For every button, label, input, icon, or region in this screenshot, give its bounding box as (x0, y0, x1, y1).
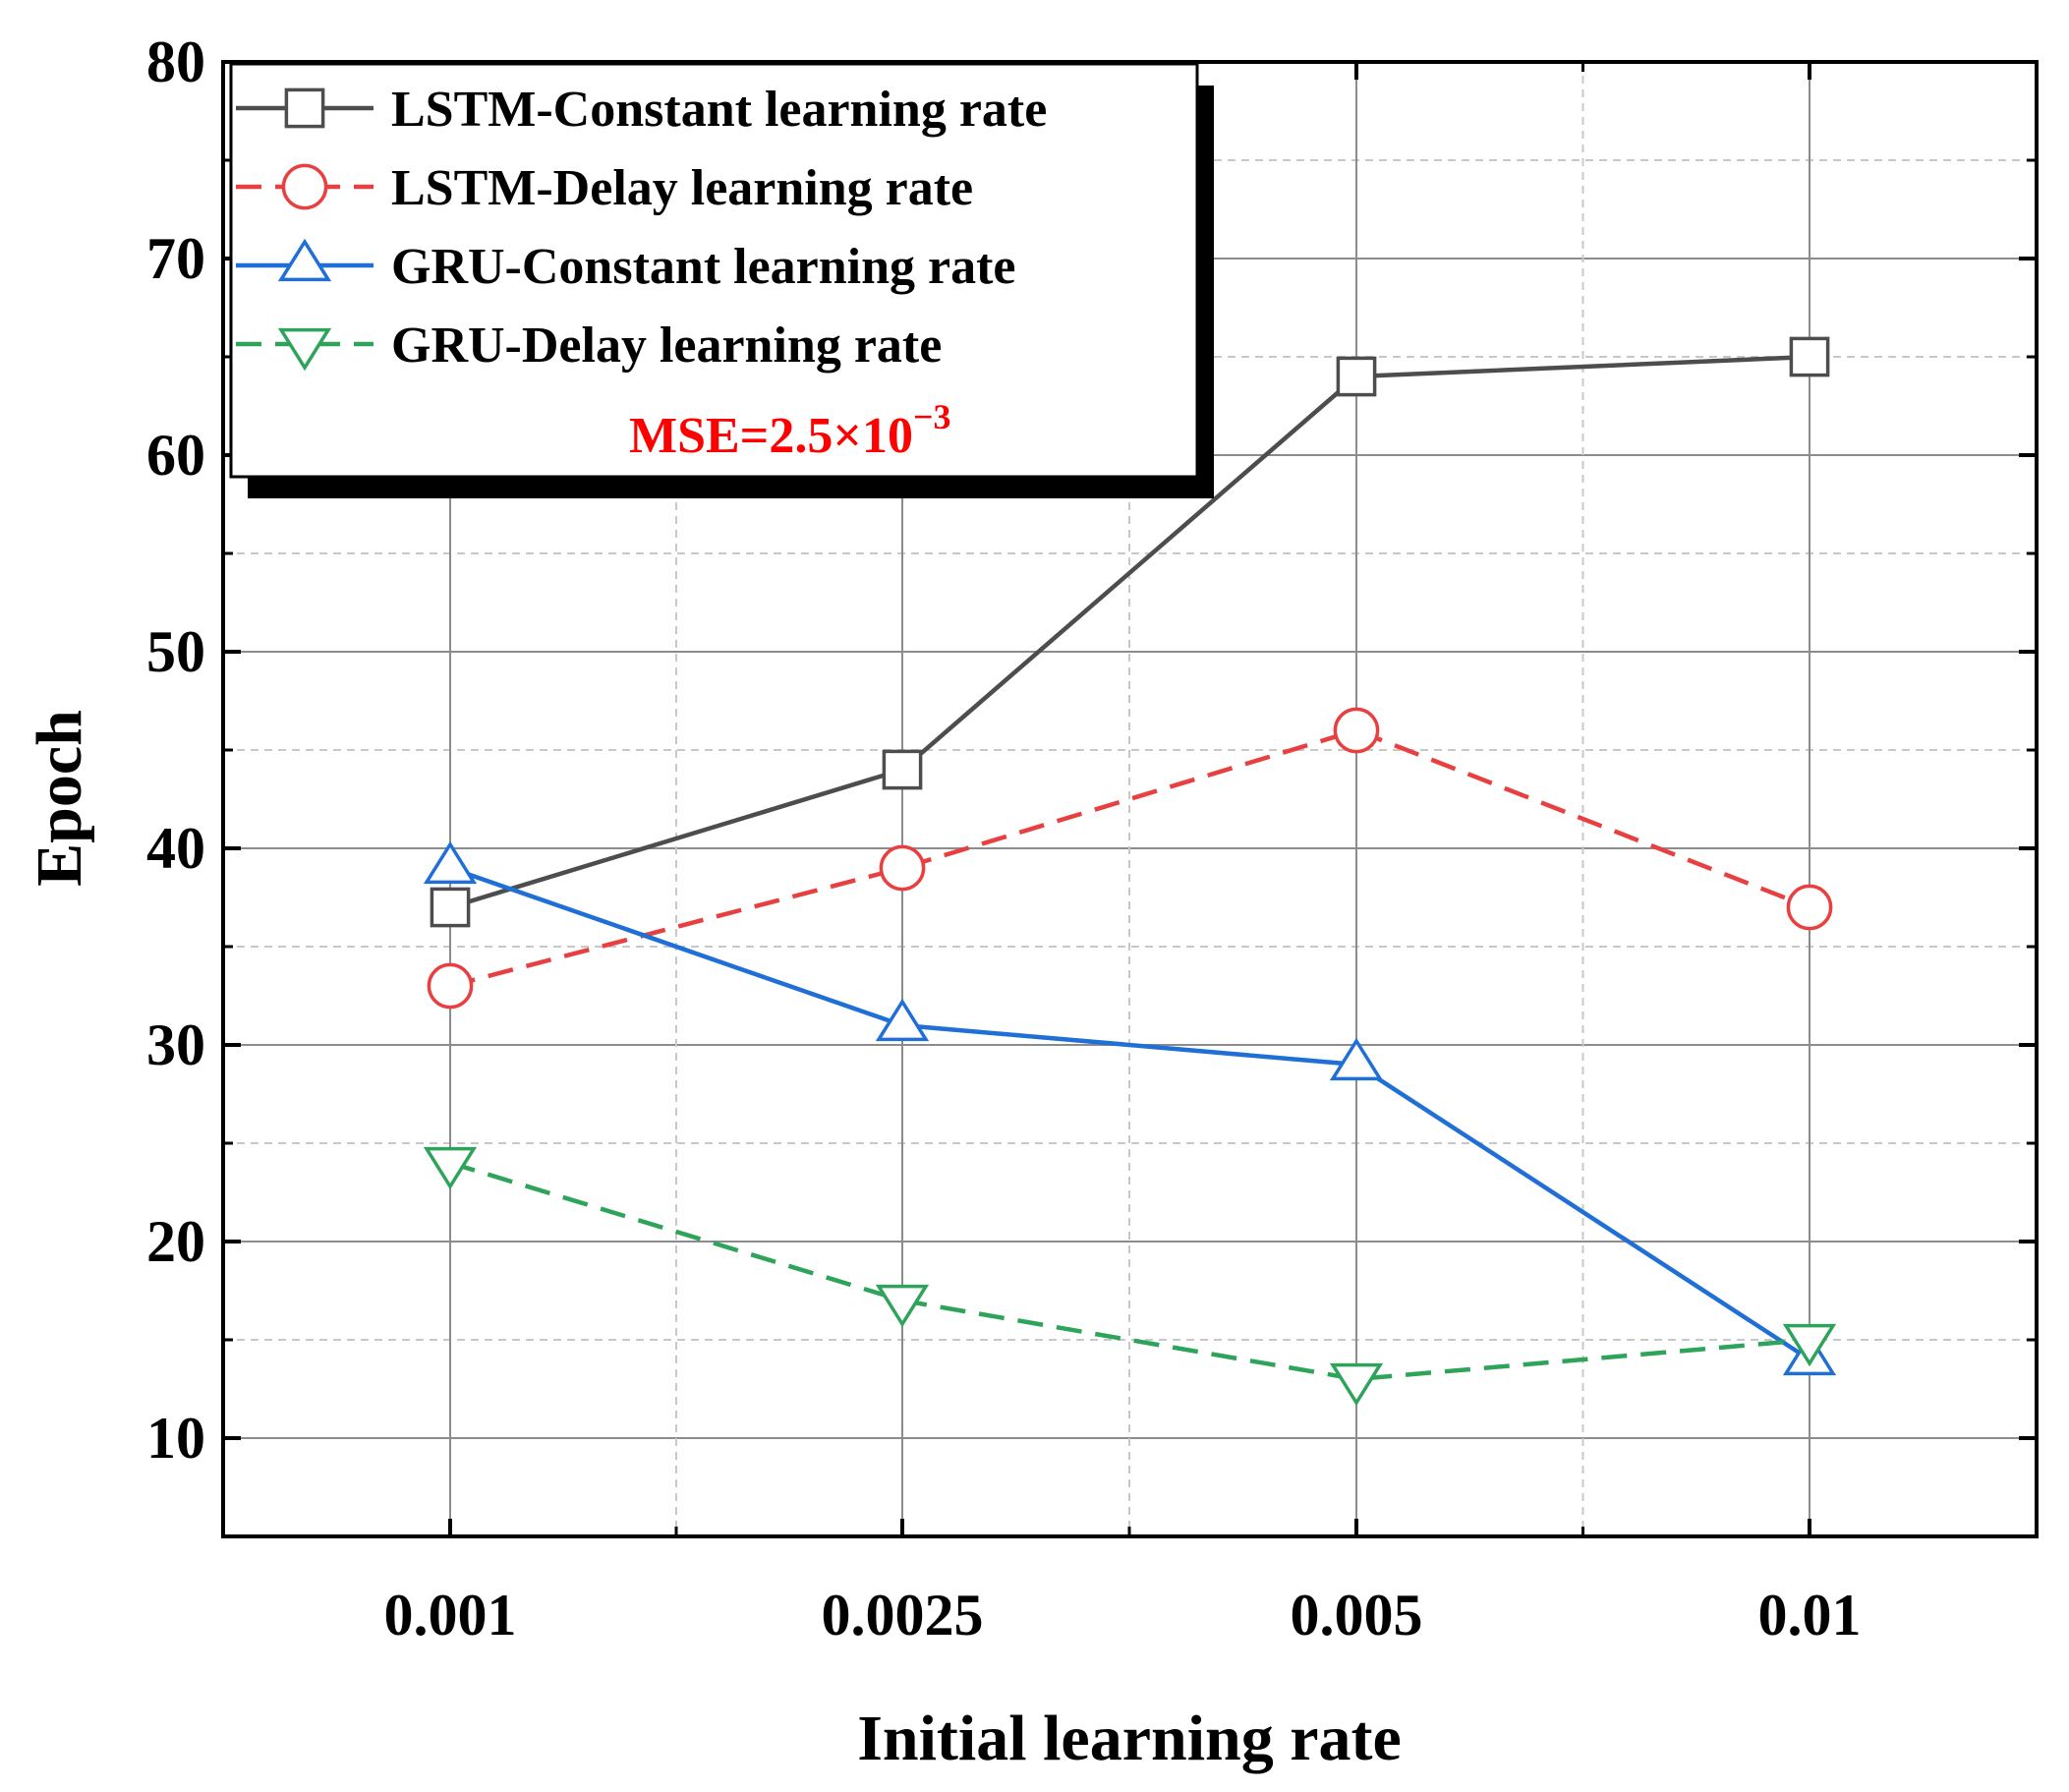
data-point (427, 962, 474, 1010)
y-tick-label: 70 (146, 226, 205, 291)
data-point (1333, 707, 1380, 754)
axis-ticks (223, 60, 2037, 1536)
y-axis-label: Epoch (24, 710, 95, 887)
series-line (449, 865, 1811, 1361)
y-tick-labels: 10 20 30 40 50 60 70 80 (146, 29, 205, 1471)
annotation-exponent: −3 (913, 397, 951, 436)
y-tick-label: 20 (146, 1209, 205, 1274)
legend-box (229, 62, 1199, 479)
y-tick-label: 80 (146, 29, 205, 94)
legend-marker (277, 327, 332, 372)
x-axis-label: Initial learning rate (857, 1703, 1402, 1774)
data-point (430, 887, 471, 928)
data-point (1329, 1362, 1384, 1407)
x-tick-labels: 0.001 0.0025 0.005 0.01 (384, 1583, 1862, 1647)
data-point (875, 998, 930, 1042)
annotation-base: MSE=2.5×10 (629, 408, 913, 464)
data-point (423, 1146, 478, 1190)
legend-item-4: GRU-Delay learning rate (236, 318, 942, 374)
y-tick-label: 30 (146, 1012, 205, 1077)
series-2 (427, 707, 1833, 1010)
legend-annotation: MSE=2.5×10−3 (629, 397, 950, 464)
legend-item-3: GRU-Constant learning rate (236, 238, 1016, 295)
legend-label: LSTM-Delay learning rate (391, 160, 973, 216)
series-line (449, 1160, 1810, 1382)
series-line (449, 727, 1810, 989)
legend-label: GRU-Constant learning rate (391, 239, 1016, 295)
x-tick-label: 0.01 (1758, 1583, 1862, 1647)
legend-item-1: LSTM-Constant learning rate (236, 82, 1047, 138)
series-1 (430, 336, 1830, 928)
data-point (1789, 336, 1830, 377)
y-tick-label: 50 (146, 619, 205, 684)
data-point (1329, 1037, 1384, 1081)
legend-label: LSTM-Constant learning rate (391, 82, 1047, 138)
data-point (875, 1284, 930, 1328)
x-tick-label: 0.001 (384, 1583, 517, 1647)
legend-label: GRU-Delay learning rate (391, 318, 942, 374)
legend-item-2: LSTM-Delay learning rate (236, 160, 973, 216)
y-tick-label: 10 (146, 1406, 205, 1471)
legend-marker (277, 238, 332, 282)
y-tick-label: 60 (146, 423, 205, 488)
series-4 (423, 1146, 1837, 1407)
series-3 (423, 840, 1837, 1376)
data-point (882, 749, 923, 790)
data-point (1782, 1323, 1837, 1367)
legend-marker (281, 163, 328, 210)
legend-marker (284, 87, 325, 129)
y-tick-label: 40 (146, 816, 205, 881)
data-point (1336, 356, 1377, 397)
data-point (1786, 884, 1833, 931)
series-layer (423, 336, 1837, 1407)
data-point (879, 844, 926, 892)
legend-items: LSTM-Constant learning rate LSTM-Delay le… (236, 82, 1047, 374)
x-tick-label: 0.0025 (822, 1583, 984, 1647)
x-tick-label: 0.005 (1291, 1583, 1423, 1647)
legend: LSTM-Constant learning rate LSTM-Delay le… (229, 62, 1214, 498)
series-line (449, 354, 1810, 910)
data-point (423, 840, 478, 885)
